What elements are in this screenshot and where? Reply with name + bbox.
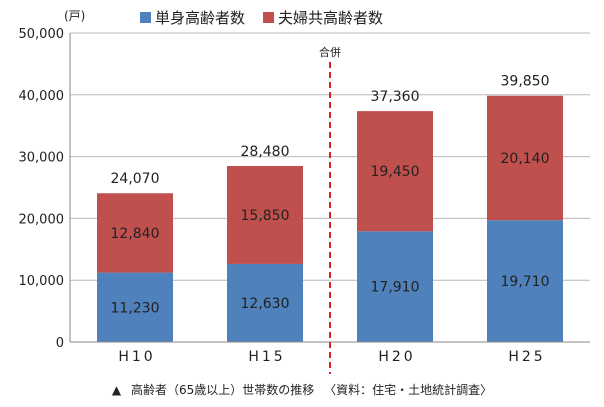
y-tick-label: 50,000 <box>19 27 65 42</box>
stacked-bar-chart: 0 10,000 20,000 30,000 40,000 50,000 11,230 12… <box>19 9 590 374</box>
x-category-label: H10 <box>118 349 155 365</box>
segment-value-label: 17,910 <box>371 280 420 296</box>
caption-title: 高齢者（65歳以上）世帯数の推移 <box>130 383 315 397</box>
legend-swatch <box>263 12 275 23</box>
segment-value-label: 12,840 <box>111 226 160 242</box>
x-category-label: H20 <box>378 349 415 365</box>
triangle-marker-icon: ▲ <box>111 383 122 397</box>
y-axis: 0 10,000 20,000 30,000 40,000 50,000 <box>19 27 71 351</box>
segment-value-label: 11,230 <box>111 300 160 316</box>
y-unit-label: (戸) <box>64 9 85 23</box>
data-labels: 11,230 12,840 24,070 12,630 15,850 28,480 17,9… <box>111 74 550 317</box>
y-tick-label: 20,000 <box>19 212 65 227</box>
legend-swatch <box>140 12 151 23</box>
total-value-label: 28,480 <box>241 144 290 160</box>
bar-segment-single <box>357 231 433 342</box>
legend-label: 夫婦共高齢者数 <box>278 9 383 27</box>
y-tick-label: 10,000 <box>19 274 65 289</box>
bar-segment-single <box>487 220 563 342</box>
bars <box>97 95 563 342</box>
bar-segment-couple <box>487 95 563 221</box>
caption-source: 〈資料：住宅・土地統計調査〉 <box>324 383 493 397</box>
bar-segment-couple <box>227 165 303 264</box>
bar-segment-single <box>227 263 303 342</box>
x-category-label: H15 <box>248 349 285 365</box>
bar-segment-single <box>97 272 173 342</box>
segment-value-label: 19,450 <box>371 164 420 180</box>
y-tick-label: 0 <box>56 336 64 351</box>
legend-label: 単身高齢者数 <box>155 9 245 27</box>
segment-value-label: 12,630 <box>241 296 290 312</box>
bar-segment-couple <box>357 111 433 232</box>
merger-divider: 合併 <box>319 45 341 374</box>
legend: 単身高齢者数 夫婦共高齢者数 <box>140 9 383 27</box>
y-tick-label: 40,000 <box>19 89 65 104</box>
total-value-label: 24,070 <box>111 171 160 187</box>
total-value-label: 39,850 <box>501 74 550 90</box>
total-value-label: 37,360 <box>371 89 420 105</box>
chart-caption: ▲ 高齢者（65歳以上）世帯数の推移 〈資料：住宅・土地統計調査〉 <box>0 381 604 398</box>
y-tick-label: 30,000 <box>19 151 65 166</box>
bar-segment-couple <box>97 193 173 273</box>
segment-value-label: 20,140 <box>501 151 550 167</box>
x-category-label: H25 <box>508 349 545 365</box>
segment-value-label: 19,710 <box>501 274 550 290</box>
segment-value-label: 15,850 <box>241 208 290 224</box>
merger-label: 合併 <box>319 45 341 59</box>
